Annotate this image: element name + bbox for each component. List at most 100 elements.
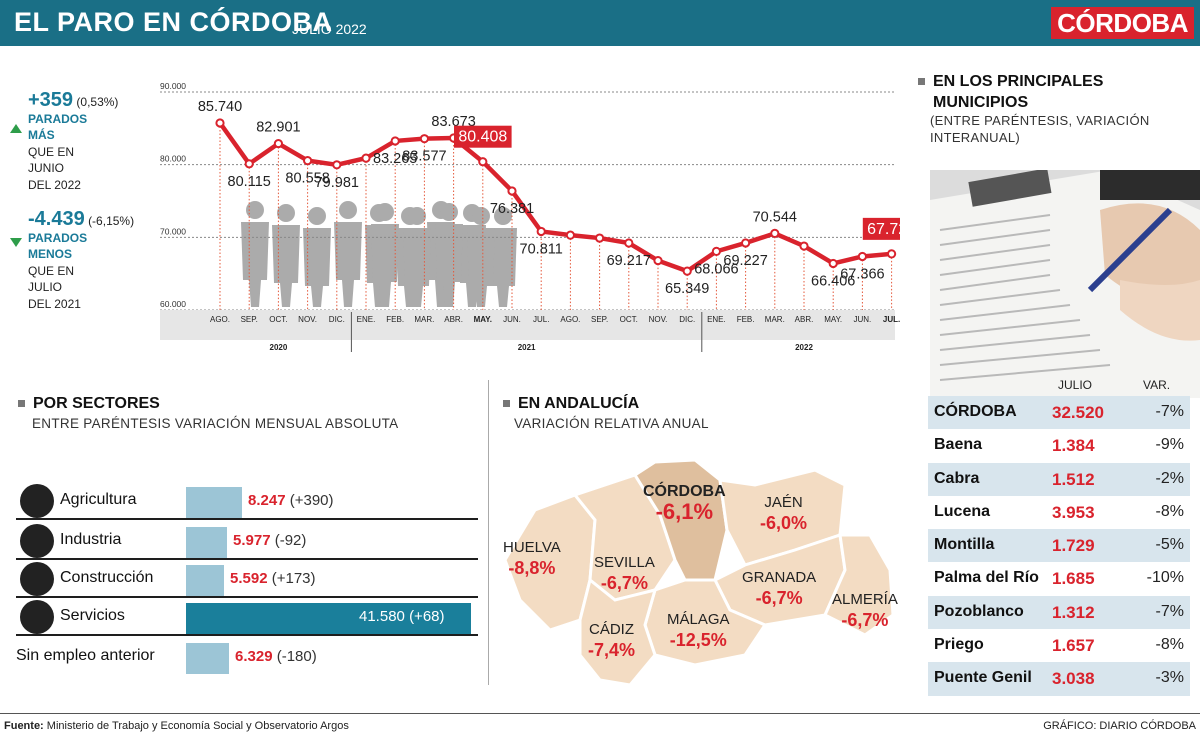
municipio-name: Baena bbox=[934, 436, 983, 454]
municipio-var: -2% bbox=[1155, 469, 1184, 487]
municipios-subtitle-line1: (ENTRE PARÉNTESIS, VARIACIÓN bbox=[930, 113, 1150, 128]
municipio-var: -7% bbox=[1155, 602, 1184, 620]
municipio-name: Pozoblanco bbox=[934, 602, 1024, 620]
stat-monthly-line3: QUE EN bbox=[28, 144, 75, 159]
municipio-value: 1.512 bbox=[1052, 469, 1095, 489]
data-label: 68.066 bbox=[694, 261, 738, 277]
municipio-value: 1.657 bbox=[1052, 636, 1095, 656]
province-label: HUELVA -8,8% bbox=[503, 538, 561, 578]
x-tick-label: ABR. bbox=[444, 315, 463, 324]
data-label: 83.265 bbox=[373, 151, 417, 167]
data-label: 67.725 bbox=[867, 221, 900, 238]
x-axis-band bbox=[160, 310, 895, 340]
province-label: ALMERÍA -6,7% bbox=[832, 590, 898, 630]
sector-row: Sin empleo anterior 6.329 (-180) bbox=[16, 638, 478, 676]
x-tick-label: FEB. bbox=[737, 315, 755, 324]
sector-value-number: 8.247 bbox=[248, 492, 286, 509]
sector-value-number: 5.977 bbox=[233, 532, 271, 549]
andalucia-title: EN ANDALUCÍA bbox=[518, 395, 640, 412]
building-icon bbox=[20, 562, 54, 596]
data-label: 80.408 bbox=[458, 129, 507, 146]
data-point bbox=[887, 249, 897, 259]
municipio-name: Priego bbox=[934, 636, 984, 654]
municipios-title-line2: MUNICIPIOS bbox=[933, 94, 1029, 111]
data-point bbox=[770, 228, 780, 238]
sector-value-number: 6.329 bbox=[235, 648, 273, 665]
data-label: 69.227 bbox=[723, 253, 767, 269]
province-name: GRANADA bbox=[742, 569, 817, 586]
municipios-heading: EN LOS PRINCIPALES MUNICIPIOS bbox=[918, 71, 1103, 113]
sector-name: Industria bbox=[60, 531, 122, 548]
sector-value: 41.580 (+68) bbox=[359, 608, 445, 625]
x-tick-label: AGO. bbox=[560, 315, 580, 324]
municipio-value: 32.520 bbox=[1052, 403, 1104, 422]
arrow-down-icon bbox=[10, 238, 22, 247]
data-point bbox=[478, 157, 488, 167]
sector-row: Agricultura 8.247 (+390) bbox=[16, 482, 478, 520]
province-value: -6,0% bbox=[760, 513, 808, 533]
person-head-icon bbox=[494, 207, 512, 225]
x-tick-label: MAY. bbox=[474, 315, 492, 324]
data-label: 70.544 bbox=[753, 209, 797, 225]
x-tick-label: AGO. bbox=[210, 315, 230, 324]
footer-source: Fuente: Ministerio de Trabajo y Economía… bbox=[4, 720, 349, 732]
person-body-icon bbox=[371, 224, 399, 307]
x-tick-label: SEP. bbox=[591, 315, 608, 324]
factory-icon bbox=[20, 524, 54, 558]
sector-change: (-180) bbox=[276, 648, 317, 665]
province-almeria bbox=[823, 533, 895, 637]
municipio-value: 1.384 bbox=[1052, 436, 1095, 456]
person-body-icon bbox=[272, 225, 300, 307]
province-cordoba bbox=[632, 458, 729, 582]
x-tick-label: FEB. bbox=[386, 315, 404, 324]
municipios-subtitle: (ENTRE PARÉNTESIS, VARIACIÓN INTERANUAL) bbox=[930, 112, 1150, 146]
stat-monthly-line4: JUNIO bbox=[28, 161, 64, 175]
data-point bbox=[624, 238, 634, 248]
municipio-var: -3% bbox=[1155, 669, 1184, 687]
page-subtitle: JULIO 2022 bbox=[292, 21, 367, 37]
data-point bbox=[332, 160, 342, 170]
stat-monthly-line1: PARADOS bbox=[28, 111, 88, 126]
page-title: EL PARO EN CÓRDOBA bbox=[14, 7, 333, 37]
stat-yearly-line5: DEL 2021 bbox=[28, 296, 81, 311]
footer-divider bbox=[0, 713, 1200, 714]
data-point bbox=[215, 118, 225, 128]
person-head-icon bbox=[246, 201, 264, 219]
municipio-name: CÓRDOBA bbox=[934, 403, 1017, 420]
province-label: CÓRDOBA -6,1% bbox=[643, 482, 726, 523]
andalucia-subtitle: VARIACIÓN RELATIVA ANUAL bbox=[514, 416, 709, 431]
x-tick-label: DIC. bbox=[679, 315, 695, 324]
municipio-var: -8% bbox=[1155, 636, 1184, 654]
province-label: CÁDIZ -7,4% bbox=[588, 620, 635, 660]
x-tick-label: NOV. bbox=[649, 315, 668, 324]
municipio-row: Lucena 3.953 -8% bbox=[928, 496, 1190, 529]
data-point bbox=[390, 136, 400, 146]
sector-bar bbox=[186, 527, 227, 558]
data-point bbox=[536, 226, 546, 237]
year-label: 2020 bbox=[270, 343, 288, 352]
unemployment-line-chart: 60.000 70.000 80.000 90.000 85.740 80.115 82.9… bbox=[160, 81, 900, 352]
stat-monthly-pct: (0,53%) bbox=[76, 95, 119, 109]
data-label: 83.577 bbox=[402, 149, 446, 165]
data-point bbox=[828, 258, 838, 269]
year-label: 2021 bbox=[518, 343, 536, 352]
arrow-up-icon bbox=[10, 124, 22, 133]
province-name: ALMERÍA bbox=[832, 591, 898, 608]
sector-value: 8.247 (+390) bbox=[248, 492, 334, 509]
bullet-square-icon bbox=[18, 400, 25, 408]
province-value: -8,8% bbox=[508, 558, 556, 578]
province-label: JAÉN -6,0% bbox=[760, 493, 807, 533]
data-label: 85.740 bbox=[198, 99, 242, 115]
stat-monthly-line2: MÁS bbox=[28, 128, 55, 142]
data-point bbox=[565, 230, 575, 240]
x-tick-label: JUN. bbox=[854, 315, 872, 324]
person-body-icon bbox=[241, 222, 269, 307]
municipios-col-var: VAR. bbox=[1143, 378, 1171, 392]
x-tick-label: ENE. bbox=[707, 315, 726, 324]
data-point bbox=[273, 138, 284, 149]
municipio-name: Montilla bbox=[934, 536, 995, 554]
data-point bbox=[507, 186, 517, 196]
municipio-value: 1.312 bbox=[1052, 602, 1095, 622]
province-value: -7,4% bbox=[588, 640, 636, 660]
data-point bbox=[741, 238, 751, 248]
